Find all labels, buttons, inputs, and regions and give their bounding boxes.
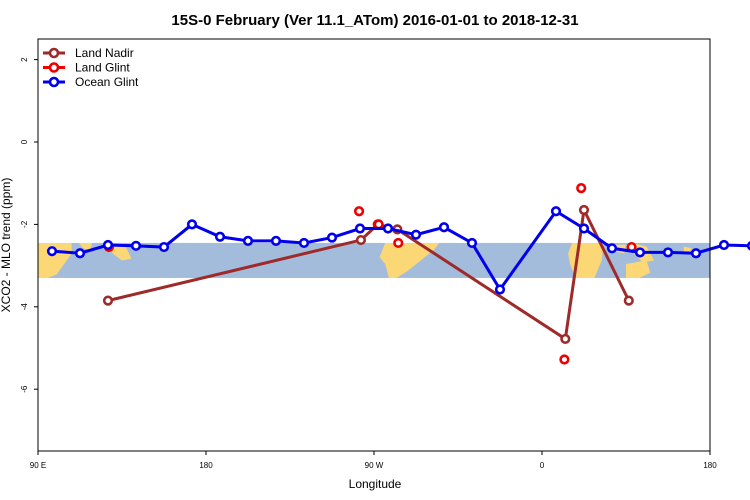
ocean-glint-point <box>46 246 58 257</box>
ocean-glint-point <box>186 219 198 230</box>
land-new-guinea <box>108 244 132 261</box>
x-tick-label: 180 <box>199 461 213 470</box>
ocean-glint-point <box>494 284 506 295</box>
ocean-glint-point <box>130 240 142 251</box>
y-tick-label: 0 <box>20 139 29 144</box>
ocean-glint-point <box>74 248 86 259</box>
land-glint-point <box>353 206 365 217</box>
land-australia-north <box>626 260 651 278</box>
y-tick-label: -6 <box>20 385 29 393</box>
ocean-glint-point <box>718 239 730 251</box>
latitude-band-map <box>38 242 710 278</box>
series-ocean-glint <box>46 206 750 295</box>
land-nadir-point <box>102 295 114 306</box>
ocean-glint-point <box>270 235 282 246</box>
ocean-glint-point <box>578 223 590 234</box>
ocean-glint-point <box>634 247 646 258</box>
y-axis-label: XCO2 - MLO trend (ppm) <box>0 178 13 313</box>
legend-label: Land Nadir <box>75 46 134 60</box>
legend-label: Land Glint <box>75 61 130 75</box>
legend-swatch-point <box>48 62 60 73</box>
legend-label: Ocean Glint <box>75 75 139 89</box>
x-tick-label: 90 W <box>365 461 384 470</box>
land-nadir-point <box>578 204 590 216</box>
land-nadir-point <box>355 234 367 246</box>
x-tick-label: 90 E <box>30 461 46 470</box>
ocean-glint-point <box>354 223 366 234</box>
ocean-glint-point <box>410 229 422 240</box>
ocean-glint-point <box>438 222 450 233</box>
legend-swatch-point <box>48 47 60 59</box>
ocean-glint-point <box>466 237 478 249</box>
ocean-glint-point <box>242 235 254 246</box>
x-tick-label: 180 <box>703 461 717 470</box>
y-tick-label: -2 <box>20 220 29 228</box>
legend-item-land-nadir: Land Nadir <box>43 46 134 60</box>
x-axis-label: Longitude <box>349 477 402 491</box>
x-axis: 90 E 180 90 W 0 180 <box>30 451 717 470</box>
legend-swatch-point <box>48 76 60 88</box>
ocean-glint-point <box>326 232 338 243</box>
ocean-glint-point <box>550 206 562 217</box>
land-indonesia-islands <box>79 242 93 250</box>
y-axis: 2 0 -2 -4 -6 <box>20 57 38 393</box>
ocean-glint-point <box>382 223 394 234</box>
ocean-glint-point <box>690 248 702 259</box>
ocean-glint-point <box>158 241 170 253</box>
ocean-glint-point <box>214 231 226 242</box>
series-layer <box>46 183 750 365</box>
land-glint-point <box>576 183 587 194</box>
chart-title: 15S-0 February (Ver 11.1_ATom) 2016-01-0… <box>171 12 578 29</box>
x-tick-label: 0 <box>540 461 545 470</box>
y-tick-label: -4 <box>20 303 29 311</box>
legend-item-ocean-glint: Ocean Glint <box>43 75 139 89</box>
ocean-glint-point <box>102 239 114 251</box>
land-glint-point <box>559 354 570 365</box>
land-nadir-point <box>560 333 571 345</box>
ocean-glint-point <box>662 247 674 258</box>
legend-item-land-glint: Land Glint <box>43 61 130 75</box>
land-south-america <box>379 242 440 278</box>
y-tick-label: 2 <box>20 57 29 62</box>
land-nadir-point <box>623 295 634 306</box>
land-glint-point <box>393 237 404 249</box>
ocean-glint-point <box>606 243 618 254</box>
ocean-glint-point <box>298 237 310 249</box>
